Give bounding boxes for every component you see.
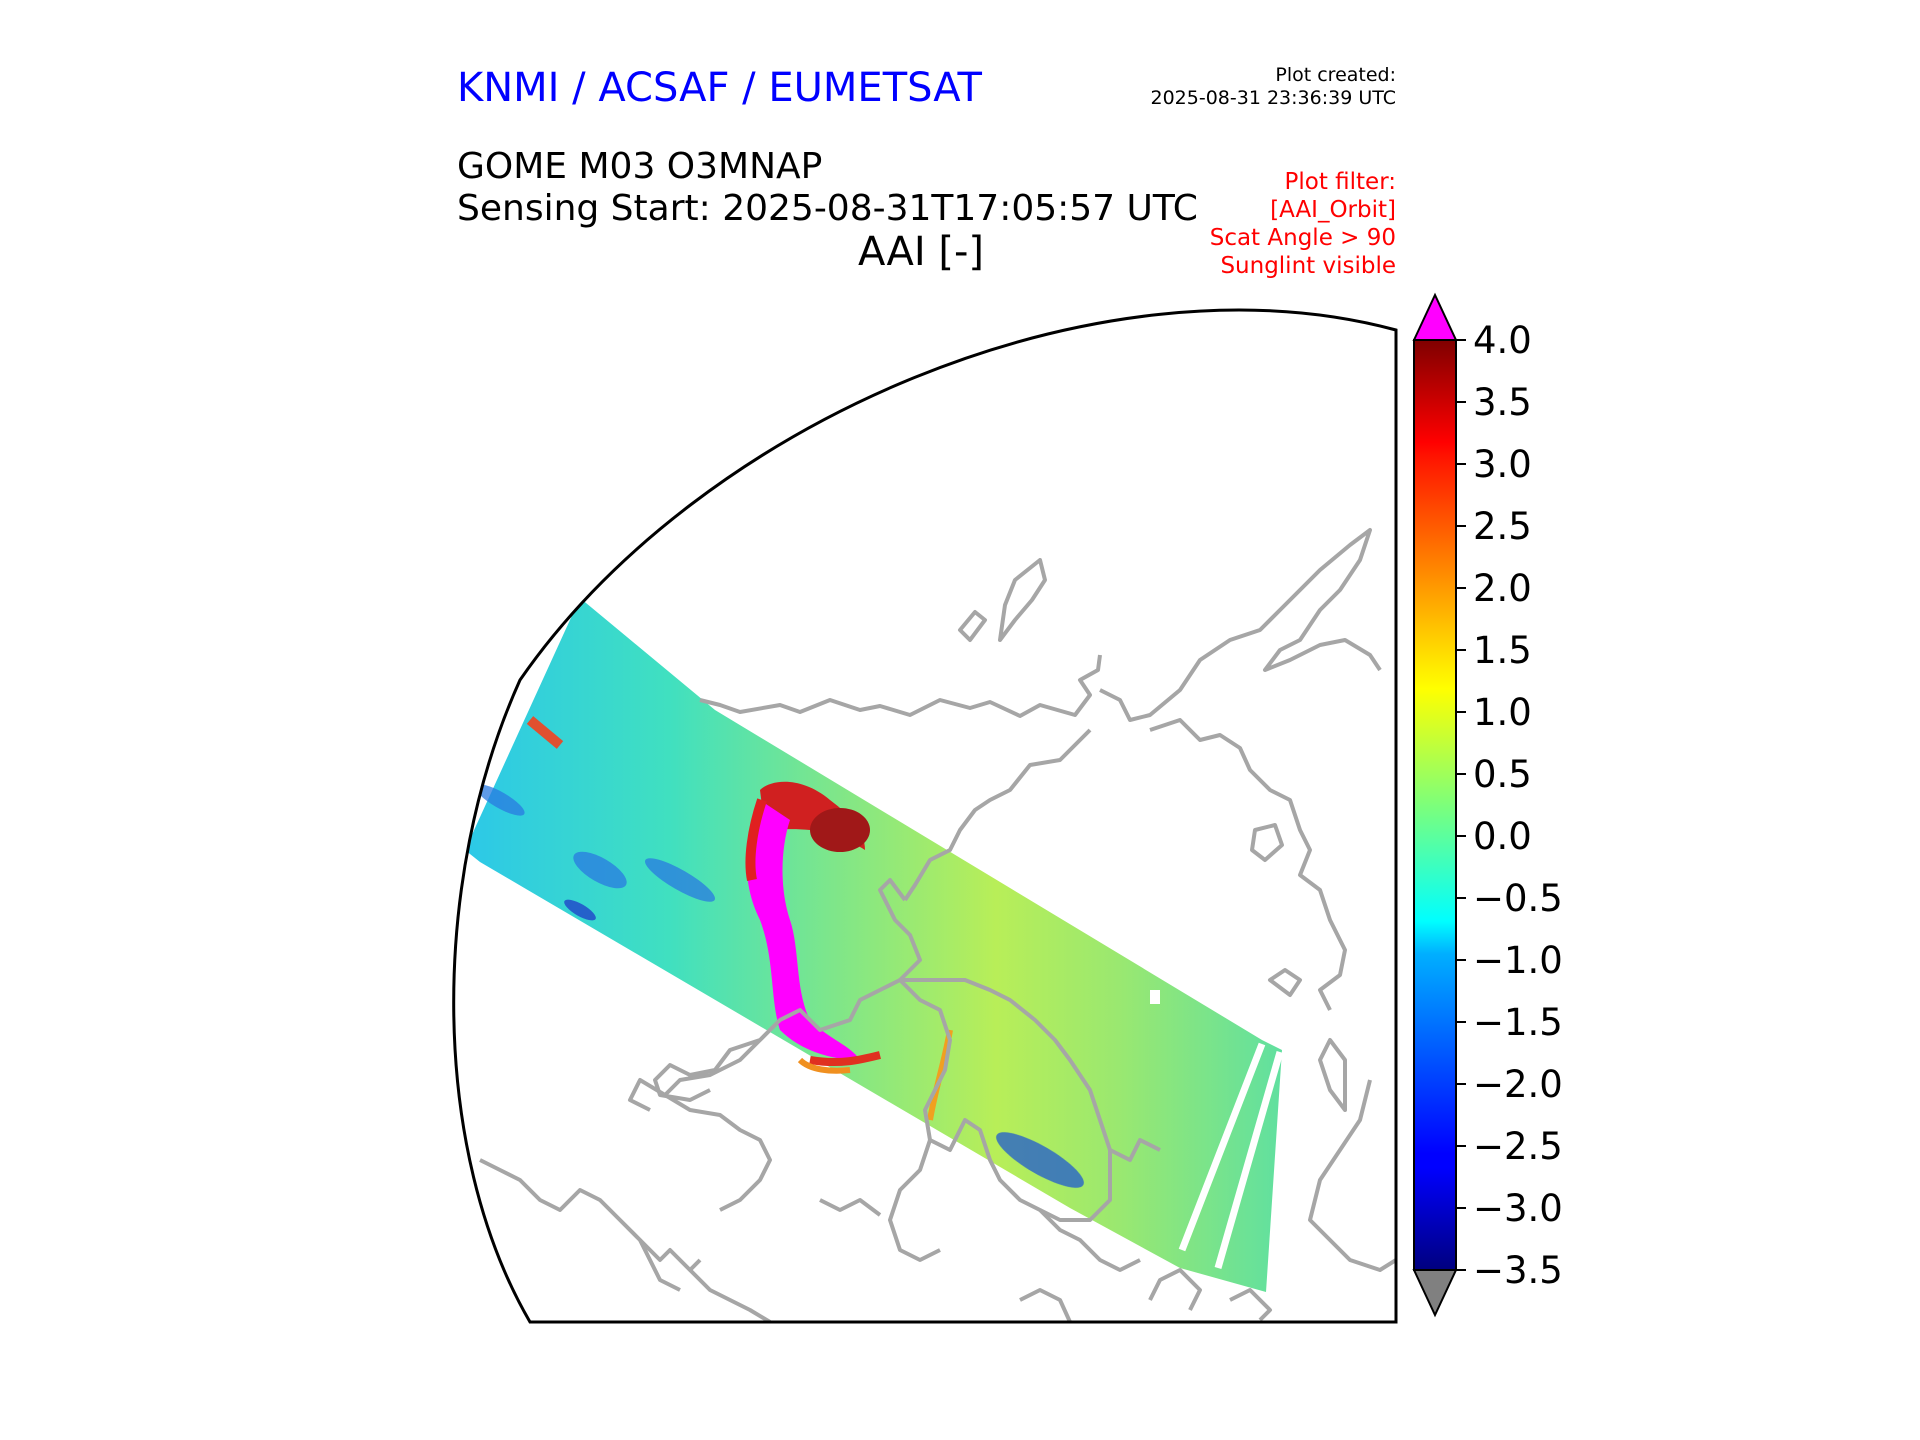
product-title: GOME M03 O3MNAP bbox=[457, 146, 823, 187]
colorbar-tick-label: 3.5 bbox=[1473, 381, 1532, 424]
colorbar-tick-label: −2.0 bbox=[1473, 1063, 1563, 1106]
colorbar-tick-label: 2.5 bbox=[1473, 505, 1532, 548]
coastlines bbox=[479, 528, 1396, 1322]
plot-created: Plot created: 2025-08-31 23:36:39 UTC bbox=[1120, 64, 1397, 110]
colorbar-under-triangle bbox=[1412, 1269, 1458, 1318]
plot-filter-item: Scat Angle > 90 bbox=[1209, 225, 1396, 252]
satellite-swath bbox=[465, 598, 1282, 1292]
map-area bbox=[465, 528, 1396, 1322]
colorbar-tick-label: 1.0 bbox=[1473, 691, 1532, 734]
colorbar-tick-label: 3.0 bbox=[1473, 443, 1532, 486]
map-boundary bbox=[452, 308, 1398, 1324]
variable-title: AAI [-] bbox=[858, 229, 984, 275]
colorbar-tick-label: 1.5 bbox=[1473, 629, 1532, 672]
low-aai-patches bbox=[475, 784, 1084, 1188]
plot-created-label: Plot created: bbox=[1275, 64, 1396, 86]
plot-filter-box: Plot filter: [AAI_Orbit] Scat Angle > 90… bbox=[1100, 168, 1396, 280]
sensing-start: Sensing Start: 2025-08-31T17:05:57 UTC bbox=[457, 188, 1198, 229]
plot-created-time: 2025-08-31 23:36:39 UTC bbox=[1150, 86, 1397, 109]
plot-filter-title: Plot filter: bbox=[1284, 169, 1396, 195]
colorbar-tick-label: 0.0 bbox=[1473, 815, 1532, 858]
organization-title: KNMI / ACSAF / EUMETSAT bbox=[457, 65, 982, 111]
colorbar-tick-label: −2.5 bbox=[1473, 1125, 1563, 1168]
colorbar-tick-label: −3.0 bbox=[1473, 1187, 1563, 1230]
colorbar-over-triangle bbox=[1412, 292, 1458, 341]
colorbar-tick-label: −0.5 bbox=[1473, 877, 1563, 920]
colorbar-tick-label: −3.5 bbox=[1473, 1249, 1563, 1292]
colorbar-gradient bbox=[1413, 339, 1457, 1271]
colorbar-tick-label: 2.0 bbox=[1473, 567, 1532, 610]
colorbar-tick-label: −1.0 bbox=[1473, 939, 1563, 982]
colorbar-tick-label: −1.5 bbox=[1473, 1001, 1563, 1044]
swath-gaps bbox=[1178, 1042, 1284, 1269]
colorbar-ticks: 4.0 3.5 3.0 2.5 2.0 1.5 1.0 0.5 0.0 −0.5 −1.0 −1.5 −… bbox=[1456, 319, 1563, 1292]
colorbar-tick-label: 4.0 bbox=[1473, 319, 1532, 362]
plot-filter-item: [AAI_Orbit] bbox=[1270, 197, 1396, 224]
colorbar-tick-label: 0.5 bbox=[1473, 753, 1532, 796]
plot-filter-item: Sunglint visible bbox=[1220, 253, 1396, 280]
